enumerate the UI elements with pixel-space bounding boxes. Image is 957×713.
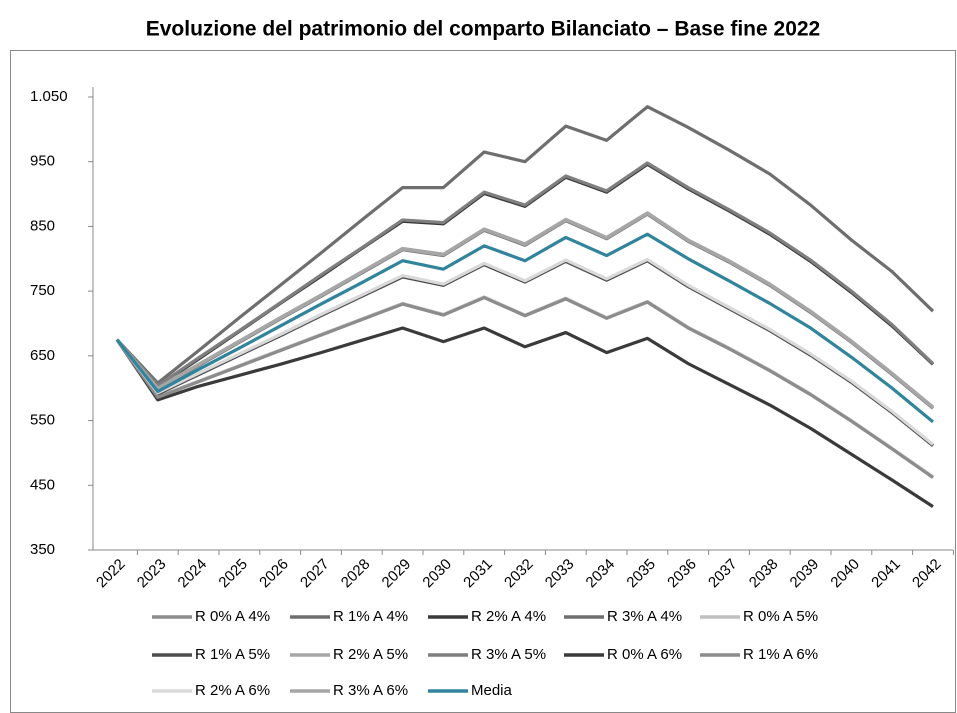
x-tick-label: 2035 [623,556,659,592]
series-line [115,326,934,508]
series-line [115,211,935,409]
x-tick-label: 2039 [787,556,823,592]
x-tick-label: 2030 [419,556,455,592]
legend-label: R 0% A 5% [743,608,818,625]
legend-label: R 0% A 6% [607,646,682,663]
y-tick-label: 650 [30,347,55,364]
x-tick-label: 2022 [93,556,129,592]
y-tick-label: 550 [30,412,55,429]
x-tick-label: 2026 [256,556,292,592]
legend-label: R 2% A 5% [333,646,408,663]
x-tick-label: 2033 [542,556,578,592]
x-tick-label: 2038 [746,556,782,592]
legend-label: R 3% A 4% [607,608,682,625]
series-line [115,161,935,388]
series-line [115,257,935,446]
x-tick-label: 2025 [215,556,251,592]
legend-label: R 0% A 4% [195,608,270,625]
series-line [115,232,935,424]
x-tick-label: 2041 [868,556,904,592]
x-tick-label: 2037 [705,556,741,592]
legend-label: R 1% A 6% [743,646,818,663]
legend-label: R 2% A 4% [471,608,546,625]
legend-label: R 1% A 4% [333,608,408,625]
x-tick-label: 2024 [175,556,211,592]
legend-label: R 3% A 6% [333,682,408,699]
x-tick-label: 2023 [134,556,170,592]
chart-title: Evoluzione del patrimonio del comparto B… [146,18,821,41]
x-tick-label: 2031 [460,556,496,592]
legend-label: R 2% A 6% [195,682,270,699]
series-line [115,296,934,479]
x-tick-label: 2040 [827,556,863,592]
x-tick-label: 2028 [338,556,374,592]
x-tick-label: 2042 [909,556,945,592]
y-tick-label: 850 [30,217,55,234]
x-tick-label: 2034 [583,556,619,592]
y-tick-label: 750 [30,282,55,299]
x-tick-label: 2036 [664,556,700,592]
legend-label: R 1% A 5% [195,646,270,663]
x-tick-label: 2032 [501,556,537,592]
legend-label: R 3% A 5% [471,646,546,663]
y-tick-label: 450 [30,476,55,493]
series-line [115,211,935,409]
y-tick-label: 350 [30,541,55,558]
series-line [115,105,935,385]
x-tick-label: 2029 [379,556,415,592]
series-line [115,295,934,479]
y-tick-label: 950 [30,153,55,170]
legend-label: Media [471,682,513,699]
y-tick-label: 1.050 [30,88,68,105]
x-tick-label: 2027 [297,556,333,592]
